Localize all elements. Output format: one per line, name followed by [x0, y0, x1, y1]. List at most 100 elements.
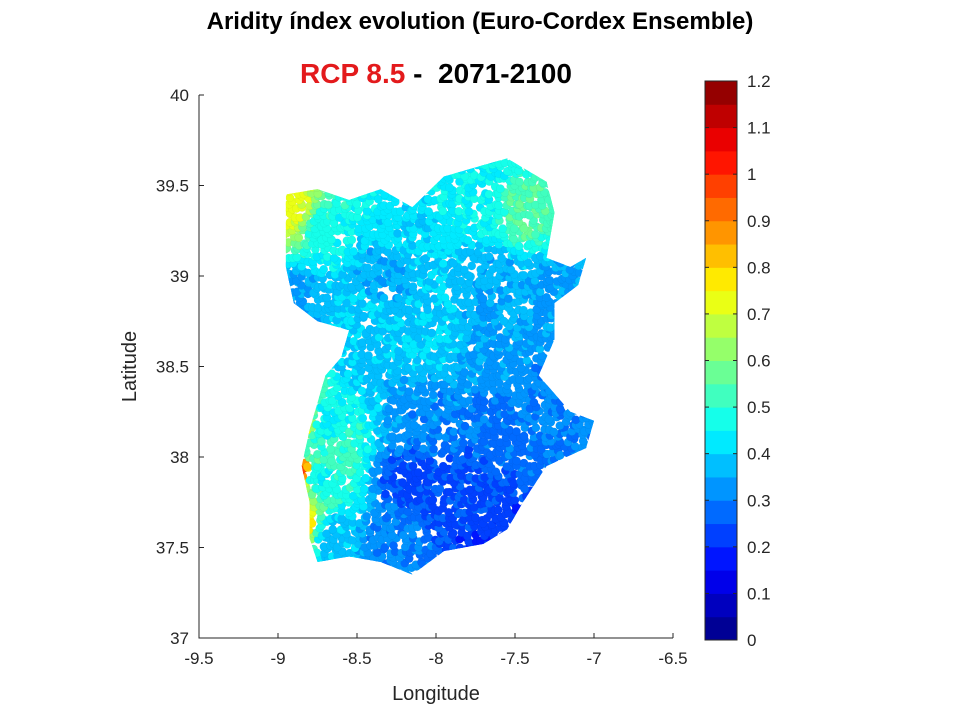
data-point: [359, 311, 369, 321]
data-point: [460, 421, 470, 431]
data-point: [506, 265, 516, 275]
colorbar-tick-label: 1: [747, 165, 756, 184]
colorbar-segment: [705, 313, 737, 338]
subtitle-separator: -: [405, 58, 438, 89]
data-point: [395, 444, 405, 454]
x-tick-label: -9.5: [184, 649, 213, 668]
data-point: [424, 207, 433, 216]
y-tick-label: 39.5: [156, 177, 189, 196]
data-point: [571, 415, 581, 425]
data-point: [499, 316, 509, 326]
colorbar: 00.10.20.30.40.50.60.70.80.911.11.2: [704, 72, 771, 650]
scenario-label: RCP 8.5: [300, 58, 406, 89]
data-point: [384, 404, 394, 414]
data-point: [494, 201, 504, 210]
data-point: [318, 281, 327, 291]
colorbar-segment: [705, 430, 737, 455]
data-point: [294, 233, 304, 243]
data-point: [463, 235, 473, 245]
data-point: [509, 234, 519, 244]
x-tick-label: -9: [270, 649, 285, 668]
colorbar-tick-label: 0: [747, 631, 756, 650]
chart-subtitle: RCP 8.5 - 2071-2100: [300, 58, 630, 90]
data-point: [383, 218, 393, 228]
colorbar-segment: [705, 453, 737, 478]
x-tick-label: -8.5: [342, 649, 371, 668]
colorbar-segment: [705, 546, 737, 571]
data-point: [313, 303, 323, 313]
x-tick-label: -8: [428, 649, 443, 668]
data-point: [423, 194, 433, 204]
data-point: [512, 456, 521, 466]
data-point: [326, 444, 336, 454]
colorbar-segment: [705, 267, 737, 292]
colorbar-tick-label: 0.1: [747, 584, 771, 603]
x-tick-label: -6.5: [658, 649, 687, 668]
data-point: [362, 511, 372, 521]
colorbar-tick-label: 1.1: [747, 119, 771, 138]
data-point: [409, 420, 419, 430]
colorbar-segment: [705, 197, 737, 222]
data-point: [519, 270, 529, 280]
data-point: [438, 461, 448, 471]
data-point: [349, 247, 358, 256]
data-point: [322, 293, 332, 303]
data-point: [484, 189, 494, 199]
colorbar-segment: [705, 127, 737, 152]
data-point: [459, 265, 469, 275]
data-point: [529, 398, 539, 407]
data-point: [393, 228, 402, 238]
colorbar-segment: [705, 523, 737, 548]
data-point: [398, 478, 407, 487]
data-point: [363, 263, 373, 273]
data-point: [498, 224, 508, 234]
colorbar-segment: [705, 616, 737, 641]
colorbar-segment: [705, 593, 737, 618]
colorbar-tick-label: 0.7: [747, 305, 771, 324]
colorbar-segment: [705, 407, 737, 431]
y-tick-label: 38: [170, 448, 189, 467]
data-point: [355, 467, 365, 477]
data-point: [427, 328, 437, 338]
y-tick-label: 37.5: [156, 539, 189, 558]
data-point: [438, 259, 448, 269]
x-tick-label: -7.5: [500, 649, 529, 668]
data-point: [383, 416, 393, 425]
data-point: [510, 495, 520, 505]
data-point: [514, 375, 524, 384]
colorbar-segment: [705, 174, 737, 198]
colorbar-segment: [705, 220, 737, 245]
colorbar-segment: [705, 244, 737, 268]
data-point: [357, 299, 367, 308]
data-point: [519, 305, 528, 315]
data-point: [458, 438, 468, 448]
colorbar-segment: [705, 383, 737, 408]
data-point: [445, 183, 454, 193]
data-point: [399, 375, 409, 385]
colorbar-tick-label: 0.6: [747, 352, 771, 371]
data-point: [423, 305, 432, 315]
data-point: [503, 294, 513, 304]
colorbar-segment: [705, 476, 737, 501]
data-point: [403, 363, 413, 373]
data-point: [347, 235, 357, 245]
y-axis-label: Latitude: [119, 331, 141, 402]
colorbar-tick-label: 0.8: [747, 258, 771, 277]
data-point: [444, 507, 453, 517]
data-point: [495, 184, 505, 194]
data-point: [408, 461, 418, 471]
colorbar-tick-label: 0.2: [747, 538, 771, 557]
data-point: [407, 410, 417, 419]
data-point: [373, 403, 383, 413]
data-point: [512, 427, 521, 436]
y-tick-label: 40: [170, 86, 189, 105]
y-tick-label: 39: [170, 267, 189, 286]
data-point: [491, 467, 501, 477]
colorbar-segment: [705, 337, 737, 361]
colorbar-tick-label: 0.4: [747, 445, 771, 464]
data-point: [364, 351, 373, 360]
data-point: [515, 177, 524, 187]
data-point: [502, 462, 512, 471]
colorbar-segment: [705, 500, 737, 525]
